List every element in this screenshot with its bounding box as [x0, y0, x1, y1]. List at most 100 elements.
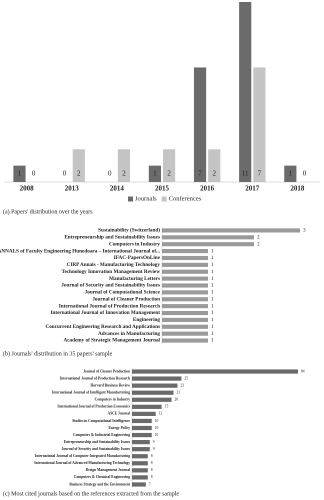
value-label: 2 — [257, 235, 260, 241]
value-label: 1 — [289, 170, 293, 178]
bar — [132, 425, 152, 431]
value-label: 9 — [153, 440, 155, 444]
value-label: 25 — [184, 376, 188, 380]
value-label: 20 — [175, 398, 179, 402]
bar — [162, 310, 208, 316]
x-tick-label: 2015 — [155, 185, 170, 193]
category-label: Energy Policy — [109, 426, 131, 430]
bar — [132, 432, 152, 438]
x-tick-label: 2018 — [290, 185, 305, 193]
value-label: 1 — [211, 317, 214, 323]
bar — [162, 283, 208, 288]
bar — [132, 383, 178, 388]
category-label: Entrepreneurship and Sustainability Issu… — [64, 440, 131, 444]
legend-swatch — [128, 196, 133, 202]
value-label: 8 — [151, 475, 153, 479]
category-label: International Journal of Intelligent Man… — [52, 391, 130, 395]
value-label: 21 — [177, 391, 181, 395]
value-label: 1 — [211, 269, 214, 275]
category-label: Entrepreneurship and Sustainability Issu… — [64, 235, 160, 241]
category-label: Technology Innovation Management Review — [61, 269, 160, 275]
category-label: International Journal of Production Rese… — [59, 303, 160, 309]
value-label: 3 — [303, 228, 306, 234]
category-label: Engineering — [133, 317, 160, 323]
bar — [148, 165, 161, 182]
value-label: 8 — [151, 454, 153, 458]
value-label: 1 — [211, 303, 214, 309]
bar — [162, 228, 300, 233]
value-label: 2 — [77, 170, 81, 178]
legend-label: Journals — [135, 195, 157, 202]
value-label: 23 — [180, 383, 184, 387]
caption: (b) Journals' distribution in 35 papers'… — [3, 350, 112, 357]
category-label: IFAC-PapersOnLine — [114, 255, 161, 261]
bar — [132, 376, 182, 381]
category-label: Advances in Manufacturing — [98, 331, 160, 337]
category-label: International Journal of Production Rese… — [60, 376, 130, 380]
value-label: 1 — [211, 255, 214, 261]
bar — [162, 304, 208, 309]
bar — [162, 317, 208, 322]
bar — [162, 338, 208, 343]
category-label: Business Strategy and the Environment — [69, 482, 130, 486]
bar — [162, 269, 208, 274]
category-label: Journal of Cleaner Production — [83, 369, 130, 373]
value-label: 8 — [151, 468, 153, 472]
x-tick-label: 2017 — [245, 185, 260, 193]
value-label: 1 — [211, 331, 214, 337]
value-label: 0 — [303, 170, 307, 178]
category-label: Academy of Strategic Management Journal — [63, 338, 160, 344]
bar — [162, 324, 208, 329]
value-label: 1 — [211, 310, 214, 316]
bar — [162, 249, 208, 254]
bar — [132, 390, 174, 395]
category-label: International Journal of Production Econ… — [57, 405, 130, 409]
value-label: 11 — [242, 170, 249, 178]
value-label: 2 — [257, 241, 260, 247]
bar — [163, 149, 176, 182]
bar — [13, 165, 26, 182]
value-label: 15 — [165, 405, 169, 409]
category-label: Design Management Journal — [86, 468, 130, 472]
value-label: 1 — [211, 290, 214, 296]
bar — [253, 67, 266, 182]
legend-swatch — [161, 196, 167, 202]
bar — [132, 468, 148, 473]
category-label: Journal of Cleaner Production — [92, 296, 160, 302]
value-label: 2 — [167, 170, 171, 178]
value-label: 10 — [155, 419, 159, 423]
value-label: 1 — [211, 248, 214, 254]
category-label: Manufacturing Letters — [109, 276, 160, 282]
category-label: ASCE Journal — [108, 412, 130, 416]
value-label: 1 — [211, 296, 214, 302]
value-label: 0 — [63, 170, 67, 178]
value-label: 9 — [153, 447, 155, 451]
category-label: Computers in Industry — [95, 398, 131, 402]
bar — [132, 475, 148, 480]
category-label: Computers & Chemical Engineering — [74, 475, 130, 479]
category-label: Journal of Security and Sustainability I… — [62, 447, 131, 451]
value-label: 2 — [122, 170, 126, 178]
x-tick-label: 2008 — [20, 185, 35, 193]
value-label: 0 — [32, 170, 36, 178]
value-label: 1 — [211, 283, 214, 289]
bar — [193, 67, 207, 182]
bar — [162, 255, 208, 261]
category-label: Harvard Business Review — [90, 383, 130, 387]
bar — [117, 149, 131, 182]
bar — [72, 149, 85, 182]
bar — [132, 397, 172, 402]
value-label: 7 — [149, 482, 151, 486]
category-label: Studies in Computational Intelligence — [72, 419, 130, 423]
caption: (c) Most cited journals based on the ref… — [3, 490, 179, 497]
value-label: 8 — [151, 461, 153, 465]
bar — [162, 235, 254, 240]
x-tick-label: 2016 — [200, 185, 215, 193]
value-label: 1 — [211, 276, 214, 282]
value-label: 10 — [155, 426, 159, 430]
bar — [132, 369, 298, 374]
bar — [162, 262, 208, 267]
bar — [132, 482, 146, 487]
category-label: Journal of Security and Sustainability I… — [61, 283, 160, 289]
